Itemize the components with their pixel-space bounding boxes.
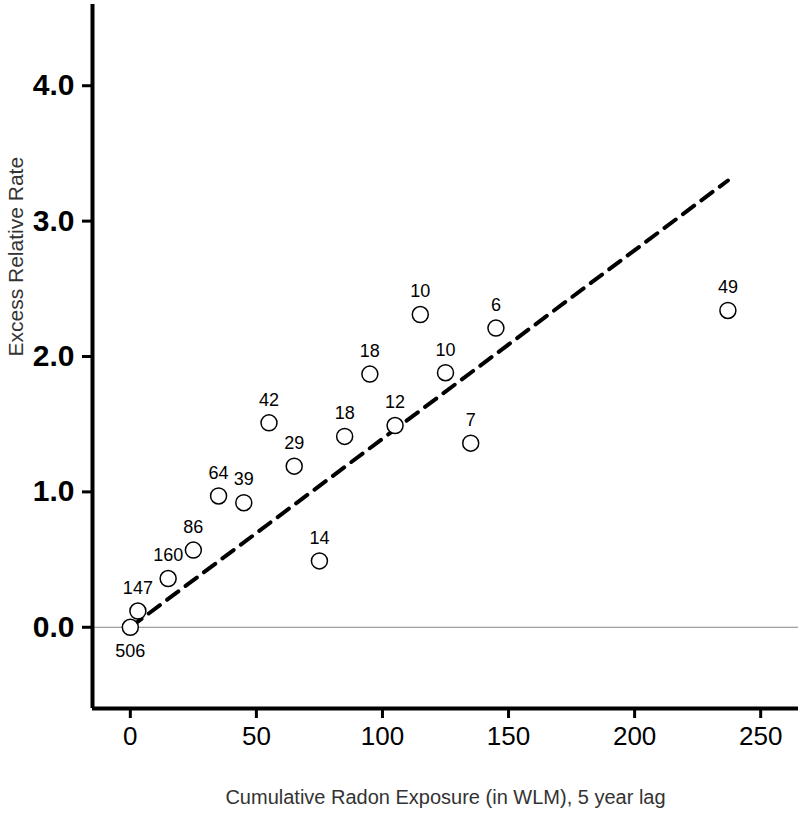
- svg-text:250: 250: [739, 721, 782, 751]
- svg-text:7: 7: [466, 410, 476, 430]
- svg-text:4.0: 4.0: [33, 68, 75, 101]
- svg-text:10: 10: [410, 281, 430, 301]
- svg-text:1.0: 1.0: [33, 474, 75, 507]
- svg-text:14: 14: [309, 528, 329, 548]
- svg-text:200: 200: [613, 721, 656, 751]
- svg-text:100: 100: [361, 721, 404, 751]
- svg-text:3.0: 3.0: [33, 204, 75, 237]
- svg-text:18: 18: [335, 403, 355, 423]
- svg-text:42: 42: [259, 390, 279, 410]
- svg-text:64: 64: [209, 463, 229, 483]
- svg-text:86: 86: [183, 517, 203, 537]
- svg-text:50: 50: [242, 721, 271, 751]
- svg-text:Cumulative Radon Exposure (in: Cumulative Radon Exposure (in WLM), 5 ye…: [225, 786, 665, 808]
- svg-text:12: 12: [385, 392, 405, 412]
- svg-text:10: 10: [435, 340, 455, 360]
- svg-text:49: 49: [718, 277, 738, 297]
- svg-text:39: 39: [234, 469, 254, 489]
- svg-text:506: 506: [115, 641, 145, 661]
- svg-text:150: 150: [487, 721, 530, 751]
- svg-text:2.0: 2.0: [33, 339, 75, 372]
- svg-text:160: 160: [153, 545, 183, 565]
- svg-text:6: 6: [491, 295, 501, 315]
- svg-text:Excess Relative Rate: Excess Relative Rate: [4, 157, 27, 357]
- svg-text:18: 18: [360, 341, 380, 361]
- svg-text:147: 147: [123, 578, 153, 598]
- svg-text:0.0: 0.0: [33, 610, 75, 643]
- svg-text:29: 29: [284, 433, 304, 453]
- svg-text:0: 0: [123, 721, 137, 751]
